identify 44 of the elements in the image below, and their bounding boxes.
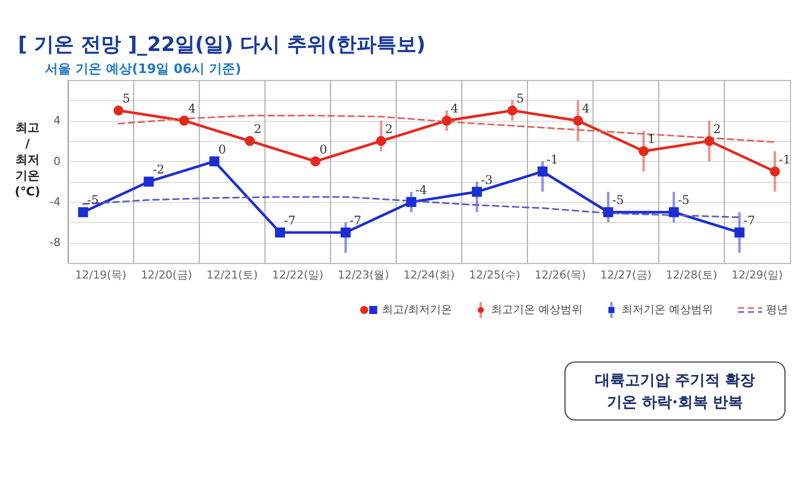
data-label: 2 (254, 122, 262, 136)
y-tick-label: -4 (50, 196, 60, 208)
text: 최저기온 예상범위 (621, 303, 713, 316)
legend-label: 최고/최저기온 (382, 303, 452, 316)
y-axis-title: 최고 / 최저 기온 (℃) (14, 120, 40, 198)
data-label: -4 (415, 183, 428, 197)
data-label: 5 (516, 92, 524, 106)
data-label: 2 (385, 122, 393, 136)
x-tick-label: 12/22(일) (272, 268, 324, 282)
x-tick-label: 12/29(일) (732, 268, 783, 282)
data-label: 4 (582, 102, 590, 116)
data-label: -5 (678, 193, 690, 208)
data-label: -3 (480, 172, 493, 187)
x-tick-label: 12/21(토) (206, 268, 258, 282)
legend-label: 평년 (766, 303, 788, 316)
data-label: 0 (218, 142, 226, 156)
data-label: -7 (284, 214, 296, 228)
data-label: -5 (612, 193, 624, 208)
x-tick-label: 12/23(월) (338, 268, 390, 282)
text: 최고기온 예상범위 (490, 303, 582, 316)
data-label: 2 (713, 122, 721, 136)
x-tick-label: 12/24(화) (403, 268, 455, 282)
data-label: -1 (546, 152, 558, 166)
data-label: 1 (648, 132, 656, 146)
text: 대륙고기압 주기적 확장 기온 하락·회복 반복 (594, 371, 756, 411)
x-tick-label: 12/19(목) (75, 268, 126, 282)
y-tick-label: 0 (54, 154, 60, 168)
chart-subtitle: 서울 기온 예상(19일 06시 기준) (45, 62, 242, 77)
data-label: -2 (152, 162, 164, 177)
y-tick-label: -8 (50, 236, 60, 250)
data-label: -7 (743, 214, 756, 228)
x-tick-label: 12/25(수) (468, 268, 520, 282)
x-tick-label: 12/27(금) (600, 268, 652, 282)
x-tick-label: 12/26(목) (534, 268, 586, 282)
data-label: 5 (122, 92, 130, 106)
data-label: 0 (319, 142, 328, 156)
x-tick-label: 12/20(금) (140, 268, 192, 282)
chart-title: [ 기온 전망 ]_22일(일) 다시 추위(한파특보) (18, 32, 426, 56)
data-label: 4 (188, 102, 196, 116)
data-label: -1 (778, 152, 791, 166)
y-tick-label: 4 (54, 114, 60, 128)
data-label: -7 (350, 214, 362, 228)
data-label: 4 (450, 102, 459, 116)
x-tick-label: 12/28(토) (666, 268, 718, 282)
